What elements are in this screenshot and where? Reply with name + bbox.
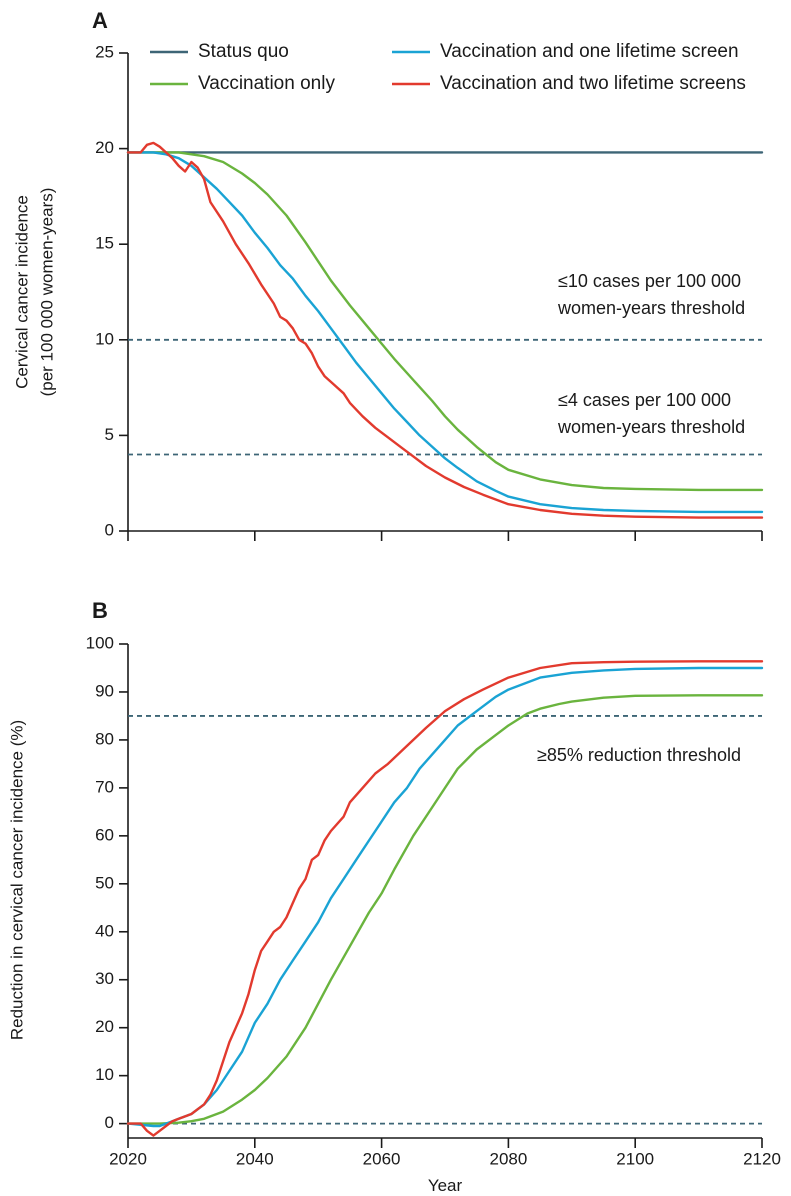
y-tick-label: 100 bbox=[86, 633, 114, 652]
x-tick-label: 2100 bbox=[616, 1149, 654, 1168]
y-tick-label: 15 bbox=[95, 234, 114, 253]
y-tick-label: 80 bbox=[95, 729, 114, 748]
threshold-label: ≤10 cases per 100 000 bbox=[558, 271, 741, 291]
x-tick-label: 2060 bbox=[363, 1149, 401, 1168]
y-tick-label: 90 bbox=[95, 681, 114, 700]
y-tick-label: 10 bbox=[95, 329, 114, 348]
y-tick-label: 40 bbox=[95, 921, 114, 940]
y-tick-label: 50 bbox=[95, 873, 114, 892]
threshold-label: women-years threshold bbox=[557, 298, 745, 318]
legend: Status quo Vaccination and one lifetime s… bbox=[150, 41, 746, 94]
series-line-vaccination-and-one-lifetime-screen bbox=[126, 666, 764, 1128]
legend-label: Vaccination only bbox=[198, 73, 335, 94]
x-tick-label: 2120 bbox=[743, 1149, 781, 1168]
y-axis-label: Cervical cancer incidence bbox=[12, 195, 31, 389]
series-line-vaccination-and-two-lifetime-screens bbox=[126, 660, 764, 1137]
threshold-label: ≤4 cases per 100 000 bbox=[558, 390, 731, 410]
legend-label: Vaccination and two lifetime screens bbox=[440, 73, 746, 94]
x-tick-label: 2020 bbox=[109, 1149, 147, 1168]
y-axis-label: Reduction in cervical cancer incidence (… bbox=[7, 720, 26, 1040]
y-tick-label: 70 bbox=[95, 777, 114, 796]
y-tick-label: 0 bbox=[105, 1113, 114, 1132]
y-tick-label: 0 bbox=[105, 520, 114, 539]
y-tick-label: 60 bbox=[95, 825, 114, 844]
y-tick-label: 30 bbox=[95, 969, 114, 988]
threshold-label: women-years threshold bbox=[557, 417, 745, 437]
series-line-vaccination-and-one-lifetime-screen bbox=[126, 151, 764, 514]
legend-label: Vaccination and one lifetime screen bbox=[440, 41, 739, 62]
x-tick-label: 2040 bbox=[236, 1149, 274, 1168]
y-tick-label: 5 bbox=[105, 425, 114, 444]
series-line-vaccination-only bbox=[126, 694, 764, 1125]
threshold-label: ≥85% reduction threshold bbox=[537, 745, 741, 765]
panel-a: A 0 5 10 15 20 25 Cervical cancer incidence (per… bbox=[12, 8, 764, 541]
x-tick-label: 2080 bbox=[489, 1149, 527, 1168]
series-line-vaccination-only bbox=[126, 151, 764, 492]
panel-letter-b: B bbox=[92, 598, 108, 623]
y-tick-label: 25 bbox=[95, 42, 114, 61]
y-tick-label: 10 bbox=[95, 1065, 114, 1084]
series-line-vaccination-and-two-lifetime-screens bbox=[126, 141, 764, 519]
panel-b: B 0 10 20 30 40 50 60 70 80 90 100 2020 2040 2060 2080 2… bbox=[7, 598, 780, 1195]
panel-letter-a: A bbox=[92, 8, 108, 33]
y-tick-label: 20 bbox=[95, 1017, 114, 1036]
y-tick-label: 20 bbox=[95, 138, 114, 157]
x-axis-label: Year bbox=[428, 1176, 463, 1195]
y-axis-label: (per 100 000 women-years) bbox=[37, 188, 56, 397]
legend-label: Status quo bbox=[198, 41, 289, 62]
